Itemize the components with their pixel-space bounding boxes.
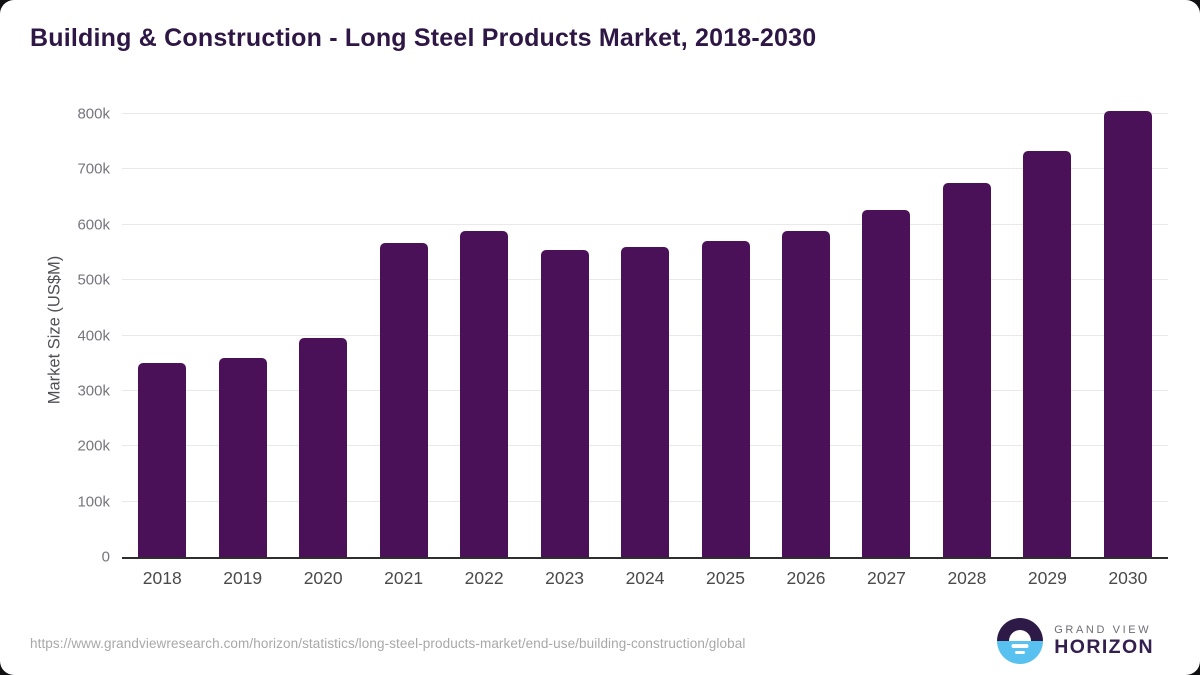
gridline-600k (122, 223, 1168, 225)
x-tick-label-2025: 2025 (706, 568, 745, 588)
y-axis-tick-labels: 0 100k 200k 300k 400k 500k 600k 700k 800k (30, 107, 110, 565)
sun-reflection-line-2 (1015, 650, 1026, 654)
x-tick-label-2026: 2026 (786, 568, 826, 588)
x-tick-label-2023: 2023 (545, 568, 585, 588)
bar-slot-2022 (444, 114, 524, 557)
bar-2022 (460, 230, 509, 557)
bar-slot-2028 (927, 114, 1007, 557)
x-tick-label-2020: 2020 (303, 568, 343, 588)
gridline-700k (122, 168, 1168, 170)
bar-slot-2024 (605, 114, 685, 557)
bar-2026 (781, 231, 830, 557)
bar-2020 (299, 338, 348, 557)
y-tick-label-100k: 100k (77, 493, 110, 511)
horizon-sun-icon (997, 618, 1044, 664)
logo-brand-name: GRAND VIEW (1054, 624, 1152, 637)
bar-slot-2019 (202, 114, 282, 557)
bar-2021 (379, 243, 428, 557)
source-url-text: https://www.grandviewresearch.com/horizo… (30, 636, 746, 651)
bar-slot-2027 (846, 114, 926, 557)
bar-slot-2029 (1007, 114, 1087, 557)
y-tick-label-300k: 300k (77, 382, 110, 400)
sun-reflection-line-1 (1011, 644, 1029, 648)
x-tick-label-2027: 2027 (866, 568, 906, 588)
x-tick-label-2019: 2019 (223, 568, 263, 588)
x-tick-label-2022: 2022 (464, 568, 504, 588)
x-tick-label-2030: 2030 (1108, 568, 1148, 588)
bar-2018 (138, 363, 187, 557)
y-tick-label-500k: 500k (77, 271, 110, 289)
bar-slot-2025 (685, 114, 765, 557)
bar-slot-2026 (766, 114, 846, 557)
bar-2028 (942, 182, 991, 557)
x-tick-label-2018: 2018 (142, 568, 182, 588)
chart-title: Building & Construction - Long Steel Pro… (30, 24, 817, 52)
bar-2027 (862, 209, 911, 557)
bar-2030 (1103, 111, 1152, 557)
y-tick-label-600k: 600k (77, 216, 110, 234)
y-tick-label-700k: 700k (77, 160, 110, 178)
x-axis-tick-labels: 2018 2019 2020 2021 2022 2023 2024 2025 2026 2027… (122, 568, 1168, 589)
bar-2029 (1023, 150, 1072, 557)
plot-area (122, 111, 1168, 559)
y-tick-label-400k: 400k (77, 327, 110, 344)
grand-view-horizon-logo: GRAND VIEW HORIZON (997, 618, 1154, 664)
bar-slot-2030 (1088, 111, 1168, 557)
bar-2025 (701, 241, 750, 557)
bar-2024 (621, 246, 670, 557)
bar-slot-2020 (283, 114, 363, 557)
sun-dome-shape (1009, 630, 1032, 641)
logo-text: GRAND VIEW HORIZON (1054, 623, 1154, 659)
x-tick-label-2021: 2021 (384, 568, 424, 588)
y-tick-label-0: 0 (101, 548, 110, 566)
y-tick-label-200k: 200k (77, 437, 110, 455)
x-tick-label-2029: 2029 (1027, 568, 1067, 588)
bar-2023 (540, 250, 589, 557)
y-tick-label-800k: 800k (77, 105, 110, 123)
bar-slot-2023 (524, 114, 604, 557)
logo-product-name: HORIZON (1054, 636, 1154, 659)
bar-slot-2021 (363, 114, 443, 557)
bar-slot-2018 (122, 114, 202, 557)
gridline-800k (122, 113, 1168, 114)
bar-2019 (218, 357, 267, 557)
x-tick-label-2024: 2024 (625, 568, 665, 588)
x-tick-label-2028: 2028 (947, 568, 987, 588)
